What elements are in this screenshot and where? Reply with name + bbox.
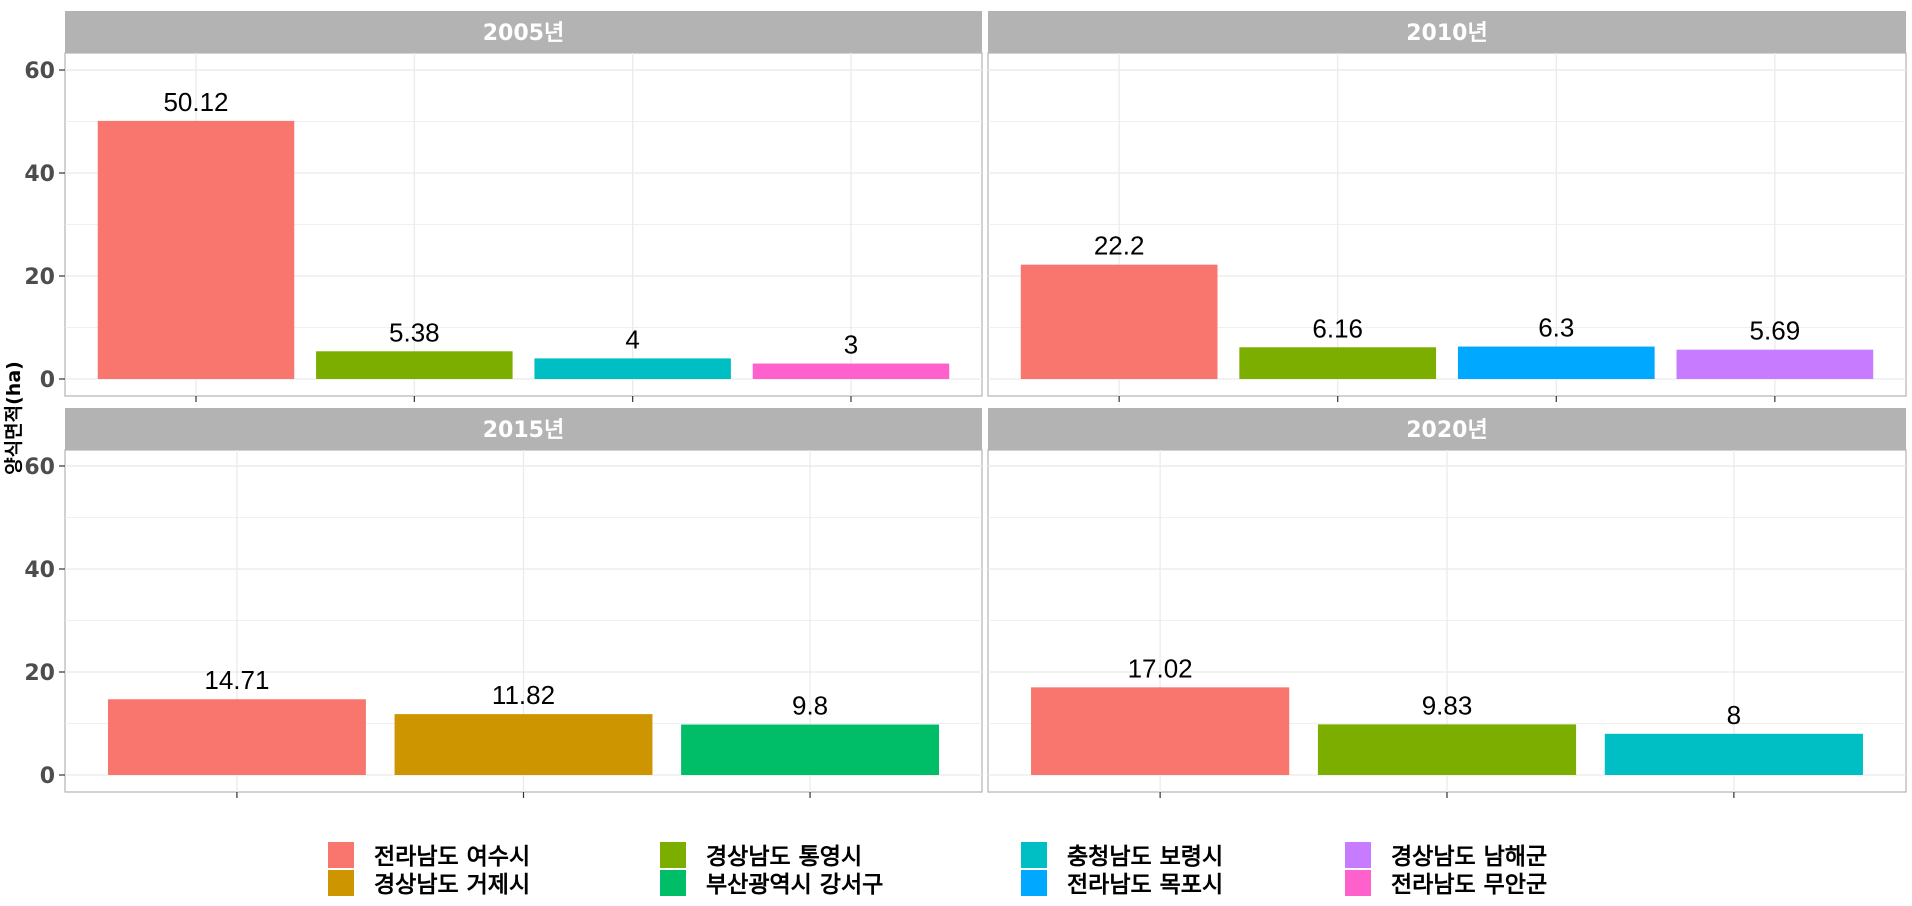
y-tick-label: 20 — [24, 265, 55, 290]
bar — [1457, 346, 1655, 379]
chart-panels: 2005년 50.12 5.38 4 3 0 20 40 60 2010년 22.2 6.16 6.3 5… — [24, 11, 1907, 798]
legend-item: 경상남도 남해군 — [1345, 842, 1547, 870]
y-tick-label: 60 — [24, 455, 55, 480]
legend-swatch — [660, 870, 686, 896]
y-tick-label: 40 — [24, 558, 55, 583]
panel-title: 2005년 — [483, 21, 564, 46]
legend-swatch — [1021, 842, 1047, 868]
y-tick-label: 0 — [40, 764, 55, 789]
legend-label: 경상남도 남해군 — [1391, 844, 1547, 870]
bar — [107, 699, 366, 775]
bar-value-label: 22.2 — [1094, 231, 1145, 261]
bar — [1676, 349, 1874, 379]
bar-value-label: 3 — [844, 330, 858, 360]
bar-value-label: 9.8 — [792, 691, 828, 721]
panel-strip — [65, 408, 982, 450]
bar — [1239, 347, 1437, 379]
legend-item: 부산광역시 강서구 — [660, 870, 883, 898]
legend-item: 전라남도 무안군 — [1345, 870, 1547, 898]
legend-item: 충청남도 보령시 — [1021, 842, 1223, 870]
bar — [316, 351, 513, 379]
panel-strip — [988, 408, 1906, 450]
bar-value-label: 5.69 — [1750, 316, 1801, 346]
legend-label: 전라남도 목포시 — [1067, 872, 1223, 898]
y-tick-label: 60 — [24, 59, 55, 84]
bar — [1604, 733, 1863, 775]
panel-1: 2010년 22.2 6.16 6.3 5.69 — [987, 11, 1907, 402]
legend-label: 전라남도 무안군 — [1391, 872, 1547, 898]
panel-0: 2005년 50.12 5.38 4 3 0 20 40 60 — [24, 11, 983, 402]
legend-item: 경상남도 통영시 — [660, 842, 862, 870]
bar — [1031, 687, 1290, 775]
legend-item: 경상남도 거제시 — [328, 870, 530, 898]
bar — [752, 363, 950, 379]
legend-label: 경상남도 거제시 — [374, 872, 530, 898]
legend-swatch — [1345, 842, 1371, 868]
legend-swatch — [1345, 870, 1371, 896]
bar-value-label: 11.82 — [492, 680, 555, 710]
legend-swatch — [328, 842, 354, 868]
panel-title: 2015년 — [483, 418, 564, 443]
bar-value-label: 14.71 — [204, 665, 269, 695]
bar-value-label: 50.12 — [163, 87, 228, 117]
bar-value-label: 6.16 — [1312, 313, 1363, 343]
legend-swatch — [328, 870, 354, 896]
legend-label: 경상남도 통영시 — [706, 844, 862, 870]
y-tick-label: 40 — [24, 162, 55, 187]
legend-swatch — [1021, 870, 1047, 896]
bar — [97, 120, 295, 379]
legend-label: 전라남도 여수시 — [374, 844, 530, 870]
panel-3: 2020년 17.02 9.83 8 — [987, 408, 1907, 798]
bar-value-label: 5.38 — [389, 317, 440, 347]
bar — [534, 358, 731, 379]
y-tick-label: 20 — [24, 661, 55, 686]
bar — [1020, 264, 1218, 379]
panel-2: 2015년 14.71 11.82 9.8 0 20 40 60 — [24, 408, 983, 798]
bar — [394, 714, 653, 775]
panel-strip — [988, 11, 1906, 53]
bar-value-label: 17.02 — [1128, 653, 1193, 683]
legend-label: 충청남도 보령시 — [1067, 844, 1223, 870]
bar-value-label: 6.3 — [1538, 313, 1574, 343]
panel-strip — [65, 11, 982, 53]
legend-item: 전라남도 목포시 — [1021, 870, 1223, 898]
y-tick-label: 0 — [40, 368, 55, 393]
y-axis-label: 양식면적(ha) — [3, 361, 25, 475]
panel-title: 2020년 — [1406, 418, 1487, 443]
bar-value-label: 4 — [625, 324, 639, 354]
legend-label: 부산광역시 강서구 — [706, 872, 883, 898]
bar-value-label: 9.83 — [1422, 690, 1473, 720]
legend-item: 전라남도 여수시 — [328, 842, 530, 870]
bar — [681, 724, 940, 775]
legend-swatch — [660, 842, 686, 868]
bar — [1317, 724, 1577, 775]
bar-value-label: 8 — [1727, 700, 1741, 730]
panel-title: 2010년 — [1406, 21, 1487, 46]
